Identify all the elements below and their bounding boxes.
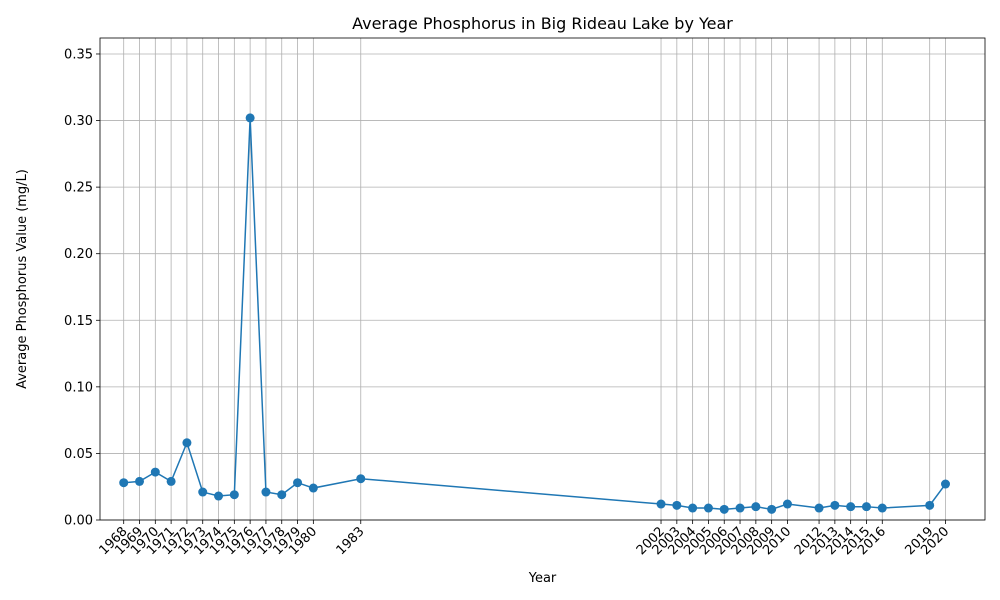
data-point [846, 502, 856, 512]
data-point [814, 503, 824, 513]
series-layer [119, 113, 950, 514]
y-tick-label: 0.35 [64, 47, 93, 62]
data-point [703, 503, 713, 513]
x-axis-label: Year [528, 571, 557, 586]
data-point [861, 502, 871, 512]
data-point [688, 503, 698, 513]
data-point [751, 502, 761, 512]
data-point [877, 503, 887, 513]
data-point [308, 483, 318, 493]
data-point [293, 478, 303, 488]
data-point [735, 503, 745, 513]
data-point [719, 504, 729, 514]
data-point [925, 500, 935, 510]
data-point [940, 479, 950, 489]
data-point [119, 478, 129, 488]
y-tick-label: 0.30 [64, 114, 93, 129]
data-point [277, 490, 287, 500]
y-tick-label: 0.20 [64, 247, 93, 262]
data-point [135, 476, 145, 486]
data-point [767, 504, 777, 514]
data-point [356, 474, 366, 484]
data-point [166, 476, 176, 486]
plot-frame [99, 37, 986, 521]
data-point [245, 113, 255, 123]
data-point [150, 467, 160, 477]
data-point [198, 487, 208, 497]
grid-layer [100, 38, 985, 521]
y-tick-label: 0.00 [64, 514, 93, 529]
data-point [261, 487, 271, 497]
data-point [830, 500, 840, 510]
y-tick-label: 0.25 [64, 181, 93, 196]
y-tick-label: 0.10 [64, 380, 93, 395]
data-point [656, 499, 666, 509]
data-point [182, 438, 192, 448]
y-axis-label: Average Phosphorus Value (mg/L) [15, 169, 30, 389]
chart-title: Average Phosphorus in Big Rideau Lake by… [352, 14, 733, 33]
data-point [229, 490, 239, 500]
data-point [214, 491, 224, 501]
data-point [672, 500, 682, 510]
y-tick-label: 0.05 [64, 447, 93, 462]
data-point [782, 499, 792, 509]
y-tick-label: 0.15 [64, 314, 93, 329]
